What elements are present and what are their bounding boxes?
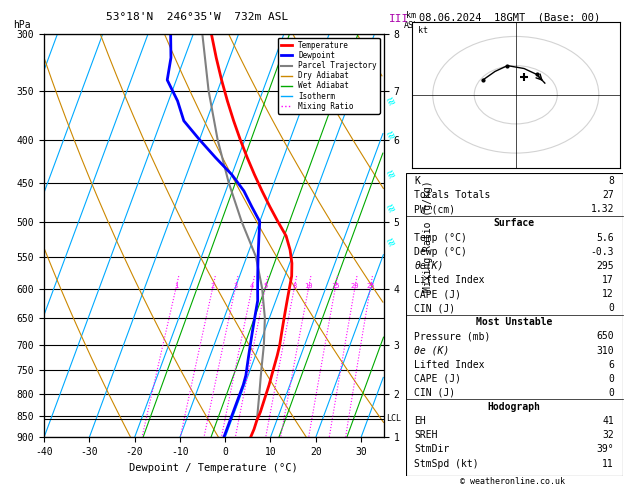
Text: CAPE (J): CAPE (J): [415, 289, 462, 299]
Text: 17: 17: [603, 275, 614, 285]
Text: SREH: SREH: [415, 430, 438, 440]
Text: StmDir: StmDir: [415, 444, 450, 454]
Text: 8: 8: [608, 176, 614, 186]
Text: StmSpd (kt): StmSpd (kt): [415, 459, 479, 469]
Text: 10: 10: [304, 282, 313, 289]
Text: θe (K): θe (K): [415, 346, 450, 356]
Text: 25: 25: [366, 282, 374, 289]
Text: 20: 20: [350, 282, 359, 289]
Text: LCL: LCL: [386, 414, 401, 423]
Text: 0: 0: [608, 388, 614, 398]
Text: ≋: ≋: [386, 202, 398, 216]
Text: 27: 27: [603, 190, 614, 200]
Y-axis label: Mixing Ratio (g/kg): Mixing Ratio (g/kg): [423, 180, 433, 292]
Text: 4: 4: [250, 282, 254, 289]
Text: 1.32: 1.32: [591, 204, 614, 214]
Text: 11: 11: [603, 459, 614, 469]
X-axis label: Dewpoint / Temperature (°C): Dewpoint / Temperature (°C): [130, 463, 298, 473]
Text: θe(K): θe(K): [415, 261, 444, 271]
Text: CAPE (J): CAPE (J): [415, 374, 462, 384]
Text: 8: 8: [292, 282, 296, 289]
Text: 15: 15: [331, 282, 340, 289]
Text: Hodograph: Hodograph: [487, 402, 541, 412]
Text: PW (cm): PW (cm): [415, 204, 455, 214]
Text: hPa: hPa: [13, 20, 31, 30]
Text: CIN (J): CIN (J): [415, 388, 455, 398]
Text: km
ASL: km ASL: [403, 11, 418, 30]
Text: III: III: [389, 14, 409, 24]
Text: 5: 5: [263, 282, 267, 289]
Text: ≋: ≋: [386, 129, 398, 143]
Text: 310: 310: [596, 346, 614, 356]
Text: Lifted Index: Lifted Index: [415, 360, 485, 370]
Text: 32: 32: [603, 430, 614, 440]
Text: EH: EH: [415, 416, 426, 426]
Text: 0: 0: [608, 374, 614, 384]
Text: 295: 295: [596, 261, 614, 271]
Text: Lifted Index: Lifted Index: [415, 275, 485, 285]
Text: ≋: ≋: [386, 168, 398, 182]
Legend: Temperature, Dewpoint, Parcel Trajectory, Dry Adiabat, Wet Adiabat, Isotherm, Mi: Temperature, Dewpoint, Parcel Trajectory…: [277, 38, 380, 114]
Text: 5.6: 5.6: [596, 232, 614, 243]
Text: 08.06.2024  18GMT  (Base: 00): 08.06.2024 18GMT (Base: 00): [419, 12, 600, 22]
Text: Most Unstable: Most Unstable: [476, 317, 552, 327]
Text: 0: 0: [608, 303, 614, 313]
Text: 1: 1: [174, 282, 178, 289]
Text: K: K: [415, 176, 420, 186]
Text: kt: kt: [418, 26, 428, 35]
Text: ≋: ≋: [386, 236, 398, 250]
Text: © weatheronline.co.uk: © weatheronline.co.uk: [460, 477, 565, 486]
Text: 53°18'N  246°35'W  732m ASL: 53°18'N 246°35'W 732m ASL: [106, 12, 288, 22]
Text: 2: 2: [211, 282, 214, 289]
Text: CIN (J): CIN (J): [415, 303, 455, 313]
Text: Pressure (mb): Pressure (mb): [415, 331, 491, 341]
Text: 39°: 39°: [596, 444, 614, 454]
Text: ≋: ≋: [386, 95, 398, 109]
Text: 650: 650: [596, 331, 614, 341]
Text: -0.3: -0.3: [591, 247, 614, 257]
Text: Surface: Surface: [494, 218, 535, 228]
Text: Temp (°C): Temp (°C): [415, 232, 467, 243]
Text: 3: 3: [233, 282, 237, 289]
Text: 41: 41: [603, 416, 614, 426]
Text: Totals Totals: Totals Totals: [415, 190, 491, 200]
Text: Dewp (°C): Dewp (°C): [415, 247, 467, 257]
Text: 12: 12: [603, 289, 614, 299]
Text: 6: 6: [608, 360, 614, 370]
